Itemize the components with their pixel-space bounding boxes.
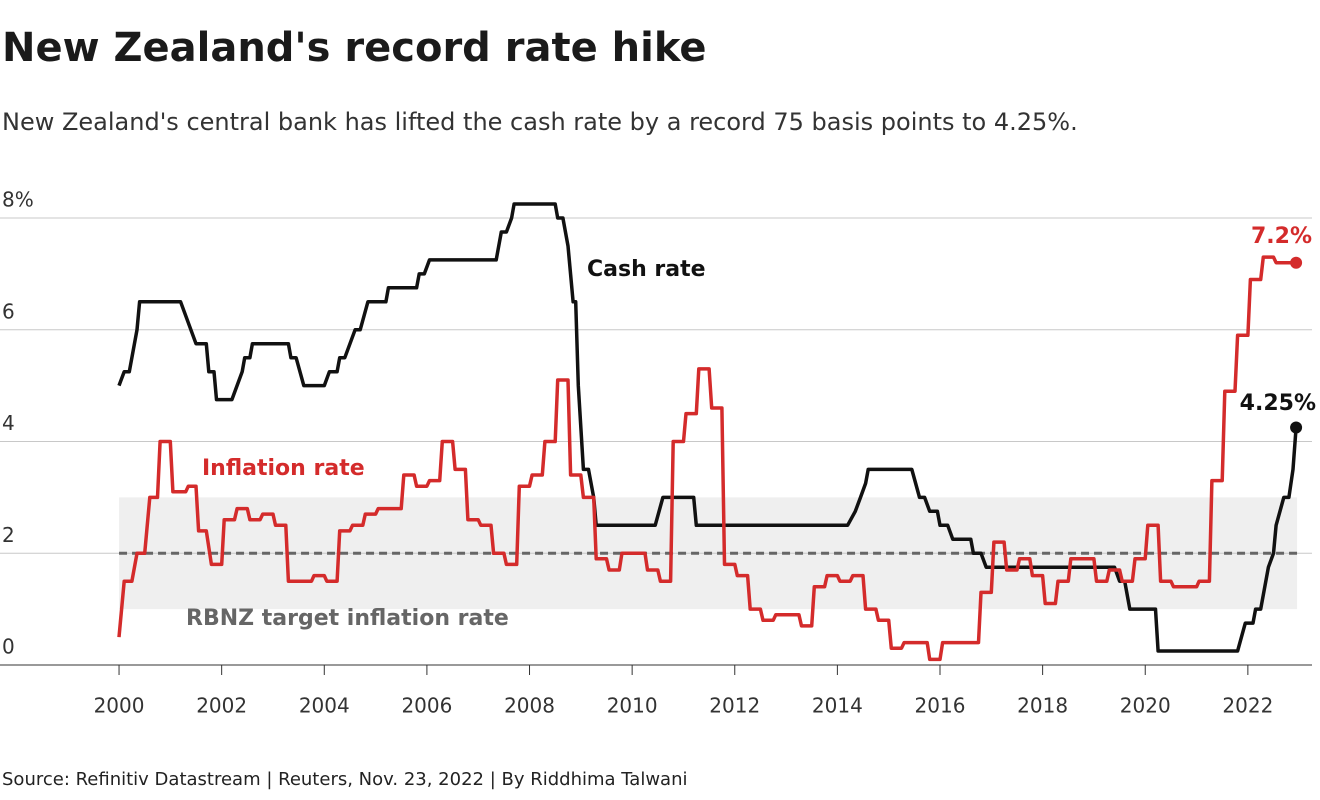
x-tick-label: 2020 — [1120, 694, 1171, 718]
series-line — [117, 202, 1298, 653]
x-tick-label: 2018 — [1017, 694, 1068, 718]
x-tick-label: 2006 — [401, 694, 452, 718]
end-point — [1290, 421, 1303, 434]
y-tick-label: 6 — [2, 299, 15, 323]
x-tick-label: 2002 — [196, 694, 247, 718]
x-tick-label: 2008 — [504, 694, 555, 718]
x-tick-label: 2000 — [94, 694, 145, 718]
end-point — [1290, 256, 1303, 269]
x-tick-label: 2010 — [607, 694, 658, 718]
chart-subtitle: New Zealand's central bank has lifted th… — [2, 108, 1078, 136]
series-label: Inflation rate — [202, 456, 365, 481]
plot: 0 2 4 6 8% 2000 2002 2004 2006 2008 2010 2012 2014 20… — [0, 188, 1316, 718]
x-tick-label: 2016 — [915, 694, 966, 718]
y-tick-label: 0 — [2, 635, 15, 659]
chart-title: New Zealand's record rate hike — [2, 25, 706, 71]
y-tick-label: 4 — [2, 411, 15, 435]
x-tick-label: 2022 — [1222, 694, 1273, 718]
y-tick-label: 2 — [2, 523, 15, 547]
series-label: Cash rate — [587, 257, 706, 282]
x-tick-label: 2004 — [299, 694, 350, 718]
series-line — [117, 255, 1297, 662]
end-label: 7.2% — [1251, 224, 1312, 249]
x-tick-label: 2012 — [709, 694, 760, 718]
y-tick-label: 8% — [2, 188, 34, 212]
end-label: 4.25% — [1240, 391, 1316, 416]
source: Source: Refinitiv Datastream | Reuters, … — [2, 769, 688, 790]
target-label: RBNZ target inflation rate — [186, 606, 509, 631]
x-tick-label: 2014 — [812, 694, 863, 718]
